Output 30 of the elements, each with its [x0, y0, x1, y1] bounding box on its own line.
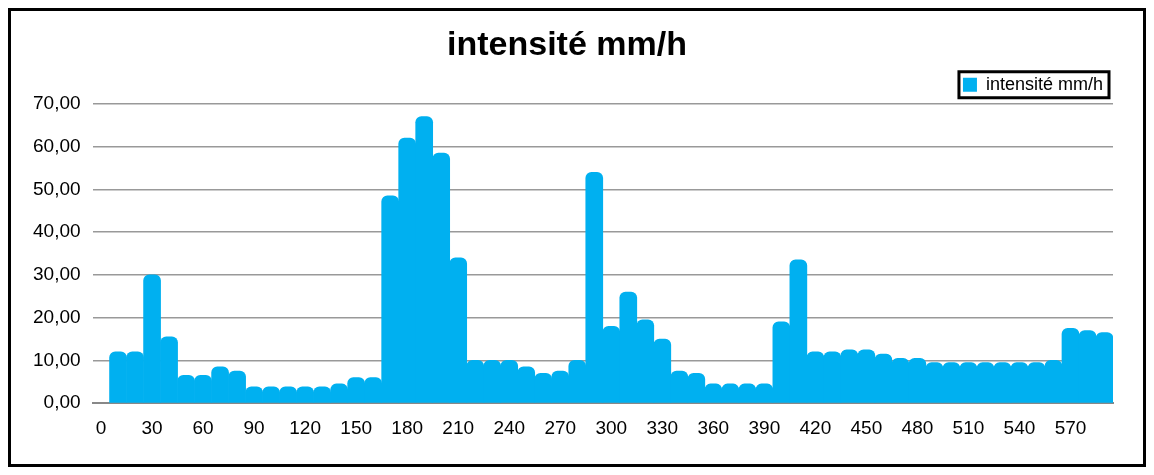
x-tick-label: 540 [1003, 416, 1036, 438]
y-tick-label: 0,00 [43, 391, 81, 413]
y-tick-label: 70,00 [33, 92, 81, 114]
x-tick-label: 120 [289, 416, 321, 438]
x-tick-label: 360 [697, 416, 730, 438]
y-tick-label: 10,00 [33, 348, 81, 370]
x-tick-label: 390 [748, 416, 781, 438]
y-tick-label: 30,00 [33, 263, 81, 285]
x-tick-label: 210 [442, 416, 475, 438]
x-tick-label: 0 [95, 416, 107, 438]
x-tick-label: 180 [391, 416, 424, 438]
y-tick-label: 20,00 [33, 305, 81, 327]
chart-title: intensité mm/h [447, 23, 687, 62]
x-tick-label: 30 [141, 416, 163, 438]
x-tick-label: 510 [952, 416, 985, 438]
x-tick-label: 150 [340, 416, 373, 438]
y-tick-label: 50,00 [33, 177, 81, 199]
x-tick-label: 300 [595, 416, 628, 438]
legend-label: intensité mm/h [985, 73, 1103, 94]
x-tick-label: 270 [544, 416, 577, 438]
y-tick-label: 60,00 [33, 134, 81, 156]
x-tick-label: 450 [850, 416, 883, 438]
x-tick-label: 480 [901, 416, 934, 438]
x-tick-label: 90 [243, 416, 265, 438]
x-tick-label: 570 [1054, 416, 1087, 438]
x-tick-label: 420 [799, 416, 832, 438]
x-tick-label: 60 [192, 416, 214, 438]
x-tick-label: 330 [646, 416, 679, 438]
x-tick-label: 240 [493, 416, 526, 438]
y-tick-label: 40,00 [33, 220, 81, 242]
